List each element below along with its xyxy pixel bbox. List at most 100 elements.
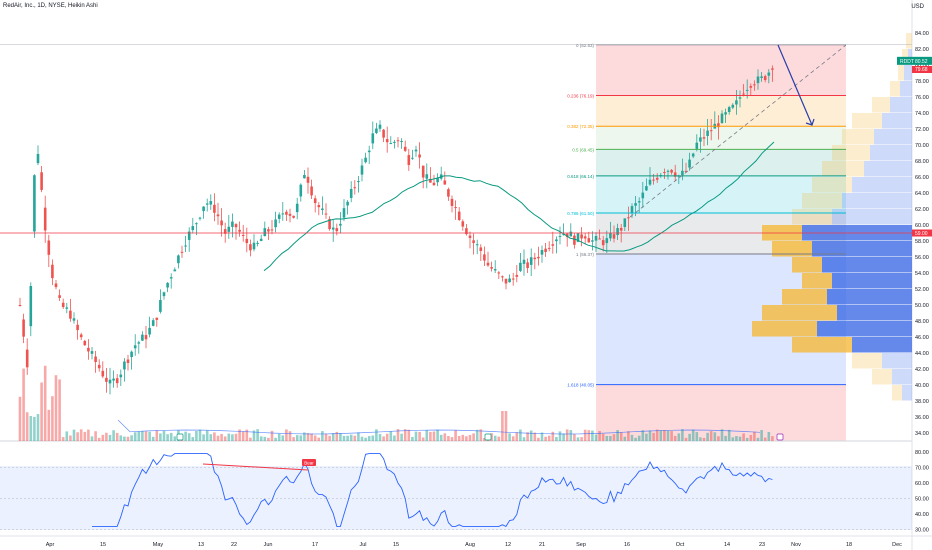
time-axis-label: 18 bbox=[846, 542, 852, 548]
volume-bar bbox=[540, 432, 544, 441]
volume-bar bbox=[529, 430, 533, 441]
volume-bar bbox=[673, 435, 677, 441]
volume-profile-bar bbox=[837, 305, 912, 321]
volume-bar bbox=[306, 433, 310, 441]
candle-body bbox=[313, 198, 317, 204]
candle-body bbox=[483, 254, 486, 261]
price-axis-label: 52.00 bbox=[915, 287, 929, 293]
volume-bar bbox=[447, 435, 450, 441]
volume-bar bbox=[313, 435, 317, 441]
candle-body bbox=[295, 203, 299, 213]
volume-bar bbox=[407, 429, 411, 441]
candle-body bbox=[335, 228, 339, 232]
candle-body bbox=[699, 137, 702, 142]
volume-bar bbox=[216, 435, 220, 441]
volume-bar bbox=[101, 434, 105, 441]
candle-body bbox=[288, 213, 292, 216]
candle-body bbox=[94, 356, 97, 363]
candle-body bbox=[40, 172, 43, 190]
volume-bar bbox=[220, 433, 223, 441]
rsi-band bbox=[0, 466, 912, 530]
time-axis-label: Aug bbox=[465, 542, 475, 548]
candle-body bbox=[267, 229, 270, 232]
rsi-line bbox=[92, 453, 773, 527]
candle-body bbox=[558, 235, 562, 237]
volume-bar bbox=[173, 436, 177, 441]
volume-bar bbox=[472, 433, 475, 441]
candle-body bbox=[515, 275, 519, 277]
candle-body bbox=[108, 379, 112, 384]
candle-body bbox=[691, 153, 695, 157]
candle-body bbox=[87, 347, 90, 352]
candle-body bbox=[727, 107, 731, 112]
price-axis-label: 62.00 bbox=[915, 207, 929, 213]
candle-body bbox=[18, 305, 22, 306]
volume-bar bbox=[133, 432, 137, 441]
candle-body bbox=[508, 278, 511, 283]
candle-body bbox=[468, 235, 472, 238]
price-axis-label: 36.00 bbox=[915, 415, 929, 421]
volume-bar bbox=[40, 382, 43, 441]
volume-bar bbox=[130, 435, 133, 441]
candle-body bbox=[119, 374, 123, 378]
candle-body bbox=[205, 203, 209, 205]
candle-body bbox=[227, 226, 231, 232]
volume-profile-bar bbox=[792, 337, 852, 353]
time-axis-label: Dec bbox=[892, 542, 902, 548]
volume-profile-bar bbox=[852, 113, 882, 129]
volume-profile-bar bbox=[890, 97, 912, 113]
rsi-axis-label: 30.00 bbox=[915, 528, 929, 534]
volume-bar bbox=[65, 431, 69, 441]
chart-title: RedAir, Inc., 1D, NYSE, Heikin Ashi bbox=[3, 3, 98, 9]
candle-body bbox=[450, 198, 454, 206]
candle-body bbox=[411, 157, 414, 159]
volume-bar bbox=[58, 379, 61, 441]
volume-bar bbox=[54, 375, 58, 441]
volume-bar bbox=[569, 430, 573, 441]
volume-profile-bar bbox=[792, 209, 832, 225]
volume-bar bbox=[709, 431, 713, 441]
volume-bar bbox=[198, 429, 202, 441]
candle-body bbox=[166, 282, 169, 288]
candle-body bbox=[36, 153, 40, 164]
candle-body bbox=[360, 165, 364, 175]
volume-bar bbox=[169, 432, 173, 441]
candle-body bbox=[371, 133, 375, 144]
candle-body bbox=[684, 170, 688, 172]
volume-bar bbox=[727, 429, 731, 441]
time-axis-label: 14 bbox=[724, 542, 730, 548]
candle-body bbox=[97, 364, 101, 369]
volume-profile-bar bbox=[872, 97, 890, 113]
volume-profile-bar bbox=[892, 369, 912, 385]
volume-bar bbox=[760, 430, 763, 441]
candle-body bbox=[745, 89, 749, 91]
currency-label: USD bbox=[911, 4, 924, 10]
price-axis-label: 56.00 bbox=[915, 255, 929, 261]
volume-bar bbox=[580, 437, 583, 441]
candle-body bbox=[497, 272, 501, 274]
volume-bar bbox=[288, 431, 292, 441]
candle-body bbox=[101, 370, 105, 377]
candle-body bbox=[353, 187, 357, 189]
time-axis-label: 22 bbox=[231, 542, 237, 548]
volume-bar bbox=[378, 434, 382, 441]
volume-bar bbox=[342, 435, 346, 441]
volume-bar bbox=[663, 429, 666, 441]
candle-body bbox=[292, 215, 295, 218]
candle-body bbox=[180, 251, 184, 253]
volume-bar bbox=[436, 429, 439, 441]
volume-bar bbox=[277, 433, 281, 441]
volume-profile-bar bbox=[874, 129, 912, 145]
volume-bar bbox=[371, 435, 375, 441]
volume-bar bbox=[655, 429, 659, 441]
volume-bar bbox=[558, 431, 562, 441]
price-axis-label: 40.00 bbox=[915, 383, 929, 389]
volume-bar bbox=[295, 435, 299, 441]
candle-body bbox=[306, 176, 310, 183]
candle-body bbox=[126, 359, 130, 363]
candle-body bbox=[112, 378, 115, 381]
price-axis-label: 48.00 bbox=[915, 319, 929, 325]
volume-bar bbox=[533, 432, 537, 441]
volume-bar bbox=[285, 429, 288, 441]
